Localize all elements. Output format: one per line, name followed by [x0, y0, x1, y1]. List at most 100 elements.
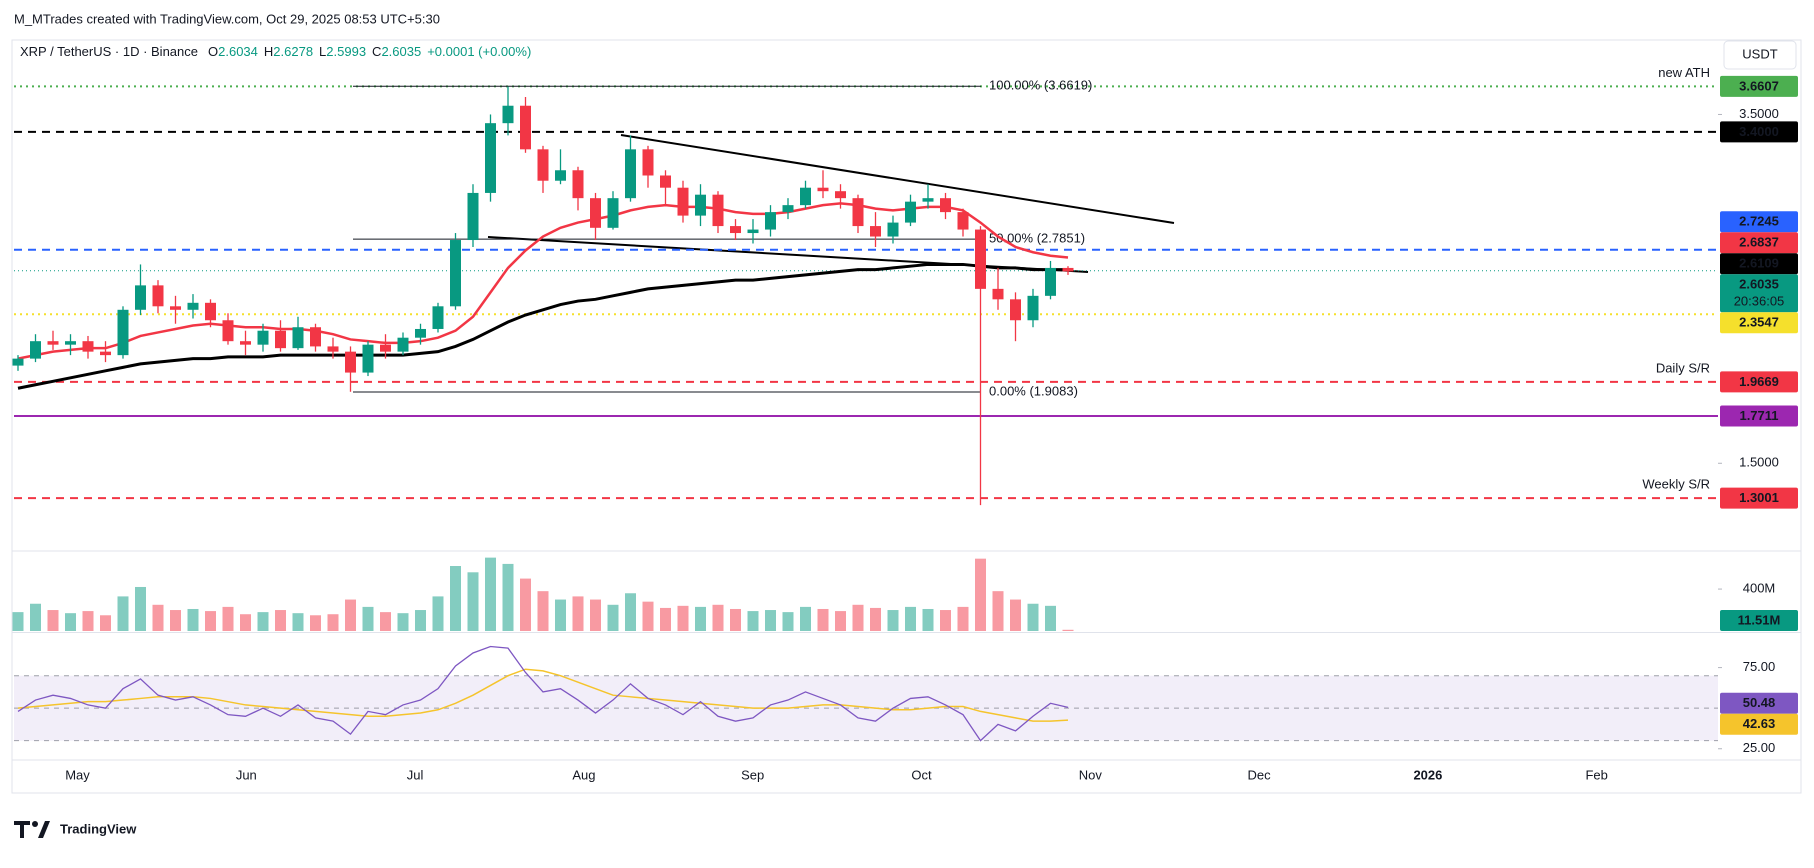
candle-body	[152, 285, 164, 307]
candle-body	[835, 191, 846, 199]
candle-body	[310, 327, 321, 347]
volume-bar	[922, 608, 934, 631]
candle-body	[520, 105, 531, 150]
volume-bar	[642, 601, 654, 631]
candle-body	[940, 198, 951, 213]
volume-bar	[537, 591, 549, 631]
ohlc-key: L	[319, 44, 326, 59]
ohlc-key: C	[372, 44, 381, 59]
candle-body	[747, 229, 759, 234]
candle-body	[957, 212, 969, 230]
volume-bar	[100, 615, 111, 631]
y-tick-label: 75.00	[1743, 659, 1776, 674]
candle-body	[65, 341, 76, 345]
candle-body	[380, 344, 391, 352]
price-label: 1.9669	[1739, 374, 1779, 389]
x-tick-label: Sep	[741, 767, 764, 782]
symbol: XRP / TetherUS · 1D · Binance	[20, 44, 198, 59]
volume-bar	[625, 593, 636, 631]
volume-bar	[82, 611, 94, 631]
volume-bar	[467, 572, 479, 631]
candle-body	[82, 341, 94, 352]
volume-bar	[747, 611, 759, 631]
volume-bar	[187, 608, 199, 631]
volume-bar	[555, 599, 566, 631]
y-tick-label: 400M	[1743, 581, 1776, 596]
candle-body	[817, 187, 829, 192]
candle-body	[12, 358, 24, 366]
price-label-box	[1720, 232, 1798, 254]
currency-button[interactable]	[1723, 40, 1797, 70]
x-tick-label: May	[65, 767, 90, 782]
candle-body	[905, 201, 916, 223]
price-countdown: 20:36:05	[1734, 294, 1785, 309]
volume-bar	[677, 605, 689, 631]
fib-label: 0.00% (1.9083)	[989, 383, 1078, 398]
candle-body	[677, 187, 689, 216]
price-label: 2.7245	[1739, 214, 1779, 229]
x-tick-label: Dec	[1248, 767, 1272, 782]
volume-bar	[905, 606, 916, 631]
x-tick-label: Jul	[407, 767, 424, 782]
candle-body	[1062, 267, 1074, 272]
candle-body	[170, 306, 181, 310]
moving-average	[17, 262, 1068, 390]
candle-body	[642, 149, 654, 176]
symbol-legend: XRP / TetherUS · 1D · Binance O2.6034 H2.6…	[20, 44, 531, 59]
volume-bar	[852, 604, 864, 631]
attribution: M_MTrades created with TradingView.com, …	[14, 11, 440, 26]
ohlc-value: 2.6035	[381, 44, 421, 59]
candle-body	[502, 105, 514, 124]
price-label: 1.7711	[1739, 408, 1778, 423]
x-tick-label: Jun	[236, 767, 257, 782]
candle-body	[275, 330, 286, 349]
y-tick-label: 3.5000	[1739, 106, 1779, 121]
volume-bar	[870, 607, 881, 631]
candle-body	[555, 170, 566, 181]
level-note: Daily S/R	[1656, 360, 1710, 375]
volume-bar	[835, 611, 846, 631]
volume-bar	[940, 610, 951, 631]
ohlc-value: 2.6034	[218, 44, 258, 59]
level-note: new ATH	[1658, 65, 1710, 80]
candle-body	[47, 341, 59, 345]
price-label: 3.4000	[1739, 124, 1779, 139]
candle-body	[975, 229, 986, 289]
candle-body	[782, 205, 794, 213]
volume-bar	[222, 606, 234, 631]
volume-bar	[1010, 599, 1021, 631]
price-label-box	[1720, 713, 1798, 735]
volume-bar	[975, 558, 986, 631]
volume-bar	[485, 557, 496, 631]
volume-bar	[380, 612, 391, 631]
volume-bar	[292, 613, 304, 631]
price-label: 2.6035	[1739, 277, 1779, 292]
x-tick-label: Nov	[1079, 767, 1103, 782]
candle-body	[625, 149, 636, 199]
volume-bar	[362, 606, 374, 631]
volume-bar	[1062, 629, 1074, 631]
level-note: Weekly S/R	[1642, 477, 1710, 492]
candle-body	[607, 198, 619, 228]
logo-mark	[14, 821, 30, 838]
volume-bar	[345, 599, 356, 631]
y-tick-label: 1.5000	[1739, 455, 1779, 470]
candle-body	[1027, 295, 1039, 321]
candle-body	[415, 328, 426, 338]
volume-bar	[992, 591, 1004, 631]
candle-body	[870, 226, 881, 237]
volume-bar	[205, 611, 216, 631]
price-label-box	[1720, 121, 1798, 143]
moving-average	[17, 202, 1069, 360]
volume-bar	[170, 610, 181, 631]
rsi-line	[17, 645, 1069, 742]
volume-bar	[607, 604, 619, 631]
candle-body	[222, 320, 234, 342]
volume-bar	[327, 614, 339, 631]
volume-bar	[450, 566, 461, 631]
candle-body	[292, 327, 304, 349]
volume-bar	[887, 610, 899, 631]
candle-body	[992, 288, 1004, 300]
volume-bar	[1027, 603, 1039, 631]
